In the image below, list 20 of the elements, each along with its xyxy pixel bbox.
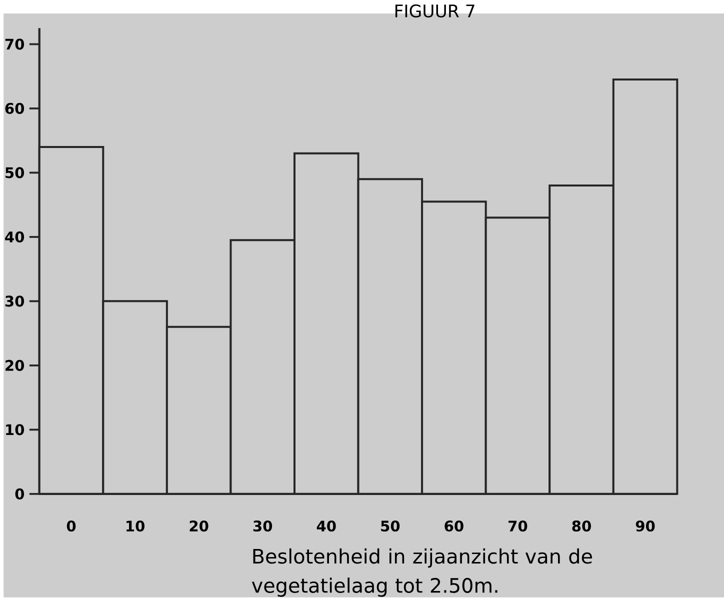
y-tick-label: 60: [5, 102, 24, 114]
y-tick-label: 70: [5, 38, 24, 50]
x-tick-label: 80: [572, 520, 591, 532]
y-tick-label: 30: [5, 296, 24, 307]
y-tick-label: 0: [15, 488, 24, 500]
x-axis-title: Beslotenheid in zijaanzicht van de vegetatielaag tot 2.50m.: [252, 548, 592, 597]
y-tick-label: 50: [6, 167, 24, 178]
x-tick-label: 40: [316, 520, 336, 532]
x-tick-label: 20: [190, 520, 208, 532]
y-tick-label: 10: [6, 424, 24, 436]
x-tick-label: 0: [66, 520, 76, 532]
chart-title: FIGUUR 7: [395, 4, 474, 18]
x-tick-label: 50: [381, 520, 400, 532]
y-tick-label: 40: [5, 231, 24, 242]
x-tick-label: 10: [126, 520, 144, 532]
x-tick-label: 70: [508, 520, 528, 532]
x-tick-label: 30: [253, 520, 272, 532]
x-tick-label: 60: [444, 520, 464, 532]
y-tick-label: 20: [6, 360, 24, 371]
x-tick-label: 90: [636, 520, 655, 532]
